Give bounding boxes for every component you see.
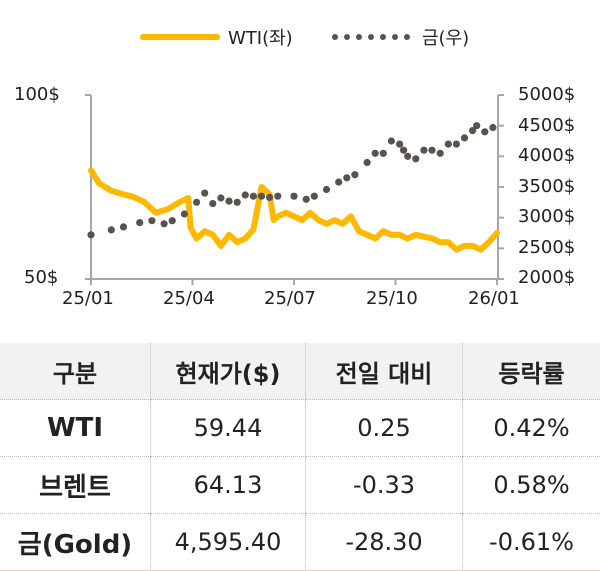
right-axis-tick: 4500$ bbox=[518, 115, 575, 136]
table-row: WTI 59.44 0.25 0.42% bbox=[0, 400, 600, 457]
right-axis-tick: 5000$ bbox=[518, 84, 575, 105]
legend-label-wti: WTI(좌) bbox=[228, 24, 293, 50]
legend-item-wti: WTI(좌) bbox=[140, 24, 293, 50]
right-axis-tick: 3000$ bbox=[518, 206, 575, 227]
wti-line-swatch-icon bbox=[140, 34, 220, 40]
chart-legend: WTI(좌) 금(우) bbox=[0, 24, 600, 54]
gold-dotted-swatch-icon bbox=[332, 34, 410, 40]
row-name: 브렌트 bbox=[0, 457, 151, 514]
x-axis-tick: 26/01 bbox=[468, 288, 520, 309]
table-row: 금(Gold) 4,595.40 -28.30 -0.61% bbox=[0, 514, 600, 571]
table-row: 브렌트 64.13 -0.33 0.58% bbox=[0, 457, 600, 514]
row-rate: 0.58% bbox=[463, 457, 600, 514]
row-rate: 0.42% bbox=[463, 400, 600, 457]
row-price: 4,595.40 bbox=[151, 514, 306, 571]
price-chart: 100$ 50$ 5000$ 4500$ 4000$ 3500$ 3000$ 2… bbox=[0, 70, 600, 330]
row-name: 금(Gold) bbox=[0, 514, 151, 571]
header-daily-change: 전일 대비 bbox=[306, 343, 463, 400]
legend-label-gold: 금(우) bbox=[422, 24, 469, 50]
left-axis-tick-top: 100$ bbox=[14, 84, 60, 105]
x-axis-tick: 25/04 bbox=[163, 288, 215, 309]
price-table: 구분 현재가($) 전일 대비 등락률 WTI 59.44 0.25 0.42%… bbox=[0, 343, 600, 571]
row-name: WTI bbox=[0, 400, 151, 457]
right-axis-tick: 2500$ bbox=[518, 237, 575, 258]
row-rate: -0.61% bbox=[463, 514, 600, 571]
header-change-rate: 등락률 bbox=[463, 343, 600, 400]
table-header-row: 구분 현재가($) 전일 대비 등락률 bbox=[0, 343, 600, 400]
left-axis-tick-bottom: 50$ bbox=[24, 267, 58, 288]
x-axis-tick: 25/10 bbox=[366, 288, 418, 309]
right-axis-tick: 2000$ bbox=[518, 267, 575, 288]
row-price: 59.44 bbox=[151, 400, 306, 457]
x-axis-tick: 25/01 bbox=[62, 288, 114, 309]
header-category: 구분 bbox=[0, 343, 151, 400]
row-change: -0.33 bbox=[306, 457, 463, 514]
right-axis-tick: 4000$ bbox=[518, 145, 575, 166]
row-change: 0.25 bbox=[306, 400, 463, 457]
header-current-price: 현재가($) bbox=[151, 343, 306, 400]
legend-item-gold: 금(우) bbox=[332, 24, 469, 50]
row-price: 64.13 bbox=[151, 457, 306, 514]
row-change: -28.30 bbox=[306, 514, 463, 571]
x-axis-tick: 25/07 bbox=[264, 288, 316, 309]
right-axis-tick: 3500$ bbox=[518, 176, 575, 197]
